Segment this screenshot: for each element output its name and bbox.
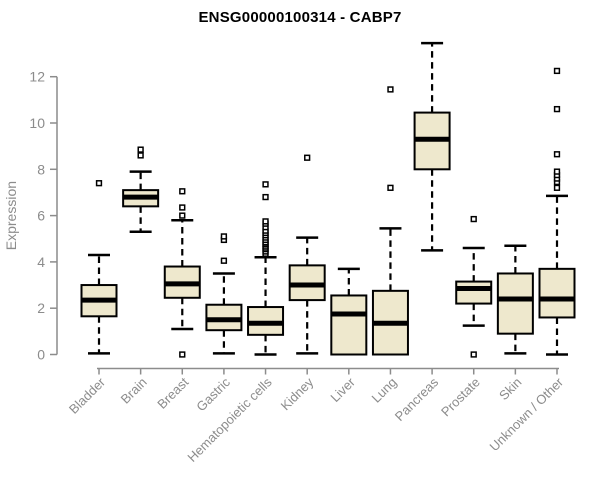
box-kidney: [288, 154, 326, 355]
x-tick-label-pancreas: Pancreas: [392, 374, 442, 424]
y-tick-label: 12: [29, 69, 45, 85]
outlier-point: [470, 215, 477, 223]
chart-title: ENSG00000100314 - CABP7: [198, 9, 402, 26]
x-tick-label-unknown-other: Unknown / Other: [487, 374, 567, 454]
x-tick-label-brain: Brain: [118, 375, 150, 407]
x-tick-label-prostate: Prostate: [438, 375, 483, 420]
outlier-point: [262, 193, 269, 201]
box-prostate: [455, 215, 493, 358]
outlier-point: [220, 257, 228, 264]
outlier-point: [387, 86, 394, 93]
box-unknown-other: [538, 67, 576, 356]
box-bladder: [80, 180, 118, 355]
outlier-point: [179, 204, 186, 211]
y-tick-label: 0: [37, 347, 45, 363]
x-tick-label-liver: Liver: [327, 374, 358, 405]
iqr-box: [455, 280, 493, 305]
outlier-point: [553, 67, 561, 75]
outlier-point: [262, 181, 269, 188]
outlier-point: [137, 152, 144, 159]
iqr-box: [330, 294, 368, 356]
box-skin: [496, 244, 534, 355]
box-brain: [122, 146, 160, 234]
y-axis-title: Expression: [3, 181, 19, 250]
outlier-point: [470, 351, 477, 358]
outlier-point: [304, 154, 311, 161]
outlier-point: [179, 188, 186, 195]
x-tick-label-bladder: Bladder: [66, 374, 109, 417]
box-gastric: [205, 233, 243, 355]
y-tick-label: 10: [29, 115, 45, 131]
y-tick-label: 4: [37, 254, 45, 270]
outlier-point: [553, 151, 561, 158]
outlier-point: [553, 168, 561, 175]
outlier-point: [262, 218, 269, 225]
outlier-point: [179, 212, 186, 219]
outlier-point: [179, 351, 186, 358]
y-tick-label: 2: [37, 300, 45, 316]
iqr-box: [496, 272, 534, 335]
y-tick-label: 6: [37, 208, 45, 224]
x-tick-label-lung: Lung: [369, 375, 400, 406]
box-liver: [330, 267, 368, 356]
iqr-box: [538, 267, 576, 319]
x-tick-label-gastric: Gastric: [193, 374, 233, 414]
outlier-point: [553, 184, 561, 191]
outlier-point: [137, 146, 144, 153]
outlier-point: [220, 233, 228, 240]
x-tick-label-kidney: Kidney: [278, 374, 317, 413]
box-hematopoietic-cells: [247, 181, 285, 356]
x-tick-label-breast: Breast: [154, 374, 191, 411]
y-axis: 0 2 4 6 8 10 12 Expression: [3, 69, 58, 363]
outlier-point: [387, 184, 394, 191]
outlier-point: [95, 180, 103, 187]
x-tick-label-skin: Skin: [496, 375, 524, 403]
y-tick-label: 8: [37, 161, 45, 177]
box-pancreas: [413, 41, 451, 252]
outlier-point: [553, 105, 561, 113]
box-lung: [371, 86, 409, 356]
box-breast: [163, 188, 201, 358]
